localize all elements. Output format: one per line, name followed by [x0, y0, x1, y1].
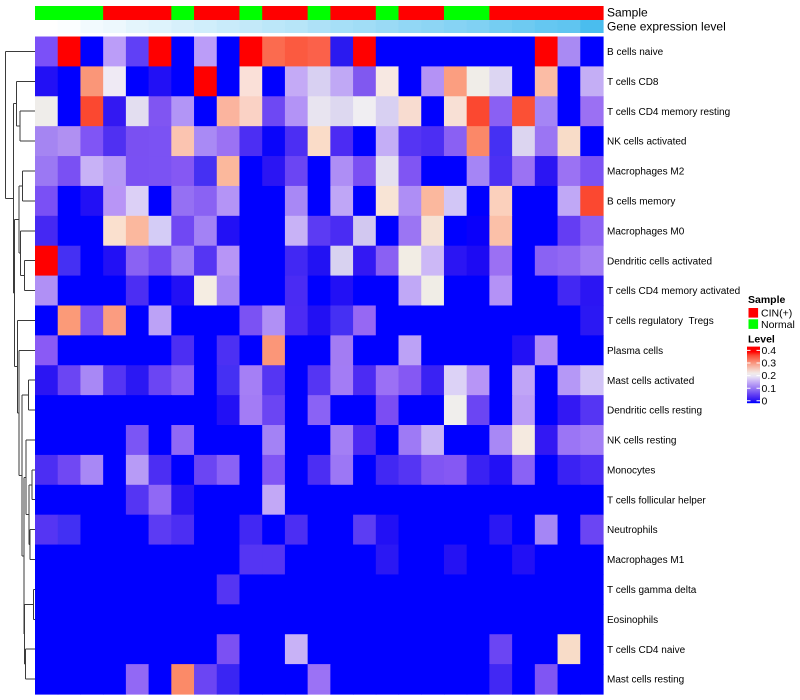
svg-text:Mast cells activated: Mast cells activated [607, 376, 694, 387]
svg-text:Normal: Normal [761, 319, 795, 331]
svg-text:Macrophages M2: Macrophages M2 [607, 167, 685, 178]
svg-text:Dendritic cells resting: Dendritic cells resting [607, 406, 702, 417]
svg-text:T cells CD4 memory resting: T cells CD4 memory resting [607, 107, 730, 118]
svg-text:NK cells activated: NK cells activated [607, 137, 686, 148]
svg-text:T cells regulatory Tregs: T cells regulatory Tregs [607, 316, 714, 327]
svg-text:T cells follicular helper: T cells follicular helper [607, 495, 706, 506]
svg-text:B cells naive: B cells naive [607, 47, 664, 58]
svg-text:0.4: 0.4 [762, 345, 777, 357]
svg-text:Macrophages M0: Macrophages M0 [607, 226, 685, 237]
svg-text:Sample: Sample [748, 294, 786, 306]
svg-text:Level: Level [748, 333, 775, 345]
svg-text:Neutrophils: Neutrophils [607, 525, 658, 536]
svg-text:Mast cells resting: Mast cells resting [607, 675, 684, 686]
svg-text:T cells CD4 naive: T cells CD4 naive [607, 645, 686, 656]
svg-text:Eosinophils: Eosinophils [607, 615, 658, 626]
svg-text:0: 0 [762, 395, 768, 407]
svg-text:Gene expression level: Gene expression level [607, 20, 726, 34]
svg-text:T cells CD8: T cells CD8 [607, 77, 659, 88]
svg-text:Macrophages M1: Macrophages M1 [607, 555, 685, 566]
svg-text:0.1: 0.1 [762, 383, 777, 395]
svg-text:Dendritic cells activated: Dendritic cells activated [607, 256, 712, 267]
svg-text:Monocytes: Monocytes [607, 465, 655, 476]
svg-text:0.2: 0.2 [762, 370, 777, 382]
svg-text:T cells gamma delta: T cells gamma delta [607, 585, 697, 596]
svg-text:Sample: Sample [607, 6, 648, 20]
svg-text:0.3: 0.3 [762, 358, 777, 370]
svg-text:NK cells resting: NK cells resting [607, 436, 676, 447]
svg-text:Plasma cells: Plasma cells [607, 346, 663, 357]
svg-text:CIN(+): CIN(+) [761, 308, 792, 320]
svg-text:T cells CD4 memory activated: T cells CD4 memory activated [607, 286, 740, 297]
svg-text:B cells memory: B cells memory [607, 196, 675, 207]
